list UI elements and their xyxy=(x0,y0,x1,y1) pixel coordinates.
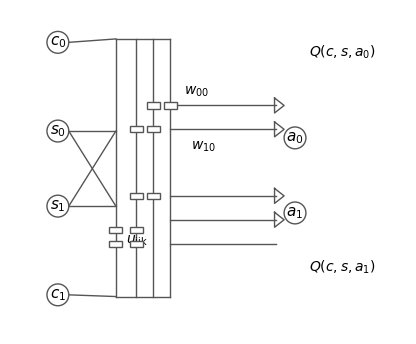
Text: $c_0$: $c_0$ xyxy=(50,34,66,50)
Text: $c_1$: $c_1$ xyxy=(50,287,66,303)
Text: $w_{00}$: $w_{00}$ xyxy=(184,85,209,99)
Text: $s_1$: $s_1$ xyxy=(50,198,66,214)
Circle shape xyxy=(284,127,306,149)
Circle shape xyxy=(284,202,306,224)
Bar xyxy=(109,227,122,233)
Circle shape xyxy=(47,284,69,306)
Bar xyxy=(109,240,122,247)
Text: $a_0$: $a_0$ xyxy=(286,130,304,146)
Circle shape xyxy=(47,120,69,142)
Text: $u_{\rm ijk}$: $u_{\rm ijk}$ xyxy=(126,234,148,250)
Bar xyxy=(147,103,160,109)
Bar xyxy=(130,126,143,132)
Circle shape xyxy=(47,195,69,217)
Bar xyxy=(130,193,143,199)
Bar xyxy=(164,103,177,109)
Bar xyxy=(130,240,143,247)
Circle shape xyxy=(47,31,69,53)
Text: $w_{10}$: $w_{10}$ xyxy=(191,139,216,154)
Bar xyxy=(147,126,160,132)
Text: $Q(c, s, a_0)$: $Q(c, s, a_0)$ xyxy=(310,44,376,61)
Text: $s_0$: $s_0$ xyxy=(50,123,66,139)
Text: $a_1$: $a_1$ xyxy=(287,205,304,221)
Bar xyxy=(147,193,160,199)
Bar xyxy=(130,227,143,233)
Text: $Q(c, s, a_1)$: $Q(c, s, a_1)$ xyxy=(310,259,376,276)
